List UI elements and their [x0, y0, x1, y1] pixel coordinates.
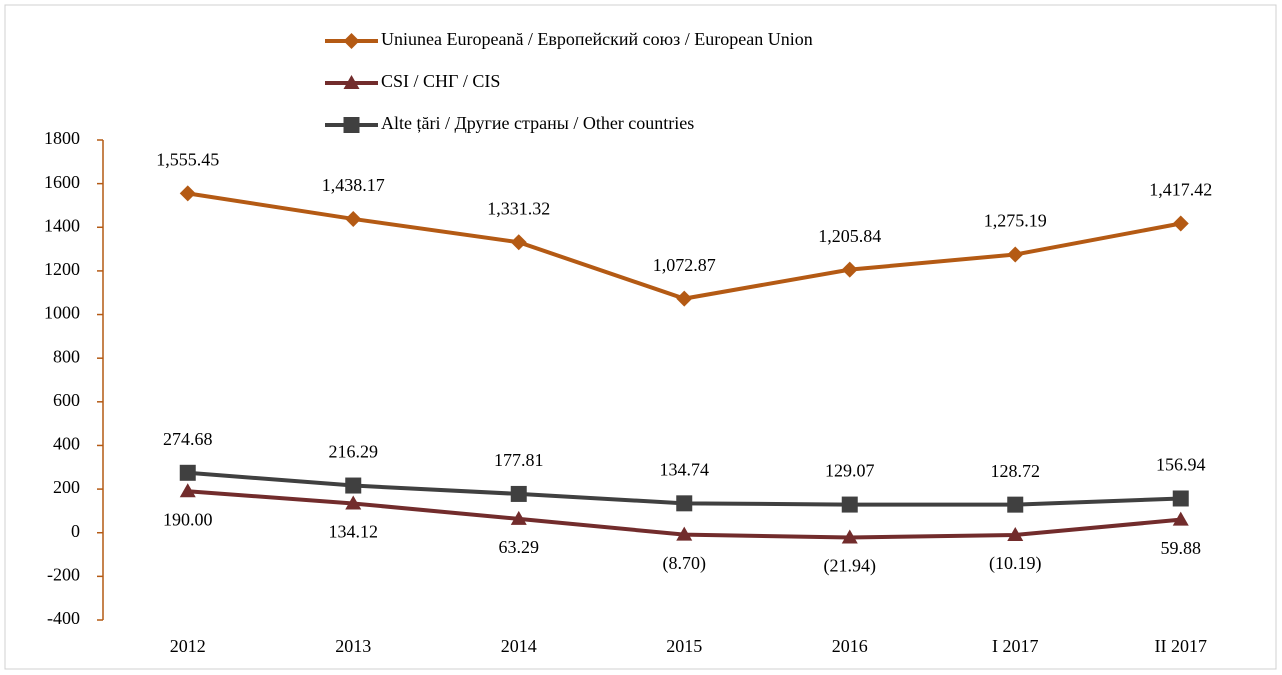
value-label: 1,205.84: [818, 226, 881, 246]
x-tick-label: II 2017: [1155, 636, 1208, 656]
marker: [841, 496, 858, 513]
chart-border: [4, 4, 1277, 670]
marker: [1007, 246, 1024, 263]
legend-label: CSI / СНГ / CIS: [381, 71, 500, 91]
y-tick-label: 400: [53, 434, 80, 454]
value-label: 177.81: [494, 450, 544, 470]
x-tick-label: 2013: [335, 636, 371, 656]
legend-marker: [343, 33, 360, 49]
value-label: (21.94): [824, 556, 877, 577]
y-tick-label: 1200: [44, 259, 80, 279]
marker: [1007, 496, 1024, 513]
marker: [841, 529, 858, 544]
value-label: 1,438.17: [322, 175, 385, 195]
marker: [676, 290, 693, 307]
value-label: 134.12: [329, 522, 379, 542]
y-tick-label: 1600: [44, 172, 80, 192]
marker: [510, 510, 527, 525]
marker: [345, 495, 362, 510]
value-label: (10.19): [989, 553, 1042, 574]
legend-marker: [343, 117, 360, 133]
value-label: 59.88: [1161, 538, 1202, 558]
y-tick-label: -400: [47, 608, 80, 628]
value-label: 1,072.87: [653, 255, 716, 275]
y-tick-label: 1400: [44, 215, 80, 235]
y-tick-label: 1000: [44, 303, 80, 323]
marker: [345, 477, 362, 494]
value-label: 1,275.19: [984, 211, 1047, 231]
value-label: 1,417.42: [1149, 180, 1212, 200]
marker: [841, 261, 858, 278]
x-tick-label: 2014: [501, 636, 537, 656]
value-label: 190.00: [163, 509, 213, 529]
marker: [510, 485, 527, 502]
x-tick-label: 2016: [832, 636, 868, 656]
x-tick-label: I 2017: [992, 636, 1039, 656]
x-tick-label: 2012: [170, 636, 206, 656]
value-label: 129.07: [825, 461, 875, 481]
y-tick-label: 800: [53, 346, 80, 366]
marker: [1007, 526, 1024, 541]
legend-label: Uniunea Europeană / Европейский союз / E…: [381, 29, 813, 49]
marker: [345, 210, 362, 227]
value-label: 1,555.45: [156, 149, 219, 169]
legend-marker: [343, 75, 360, 89]
x-tick-label: 2015: [666, 636, 702, 656]
y-tick-label: 0: [71, 521, 80, 541]
legend-label: Alte țări / Другие страны / Other countr…: [381, 113, 694, 133]
marker: [676, 495, 693, 512]
value-label: (8.70): [663, 553, 707, 574]
y-tick-label: -200: [47, 564, 80, 584]
y-tick-label: 1800: [44, 128, 80, 148]
marker: [1172, 490, 1189, 507]
marker: [1172, 511, 1189, 526]
y-tick-label: 200: [53, 477, 80, 497]
marker: [179, 483, 196, 498]
value-label: 274.68: [163, 429, 213, 449]
y-tick-label: 600: [53, 390, 80, 410]
value-label: 63.29: [499, 537, 540, 557]
value-label: 134.74: [660, 459, 710, 479]
value-label: 216.29: [329, 442, 379, 462]
value-label: 1,331.32: [487, 198, 550, 218]
value-label: 128.72: [991, 461, 1041, 481]
marker: [510, 234, 527, 251]
marker: [676, 526, 693, 541]
marker: [1172, 215, 1189, 232]
marker: [179, 185, 196, 202]
value-label: 156.94: [1156, 455, 1206, 475]
marker: [179, 464, 196, 481]
